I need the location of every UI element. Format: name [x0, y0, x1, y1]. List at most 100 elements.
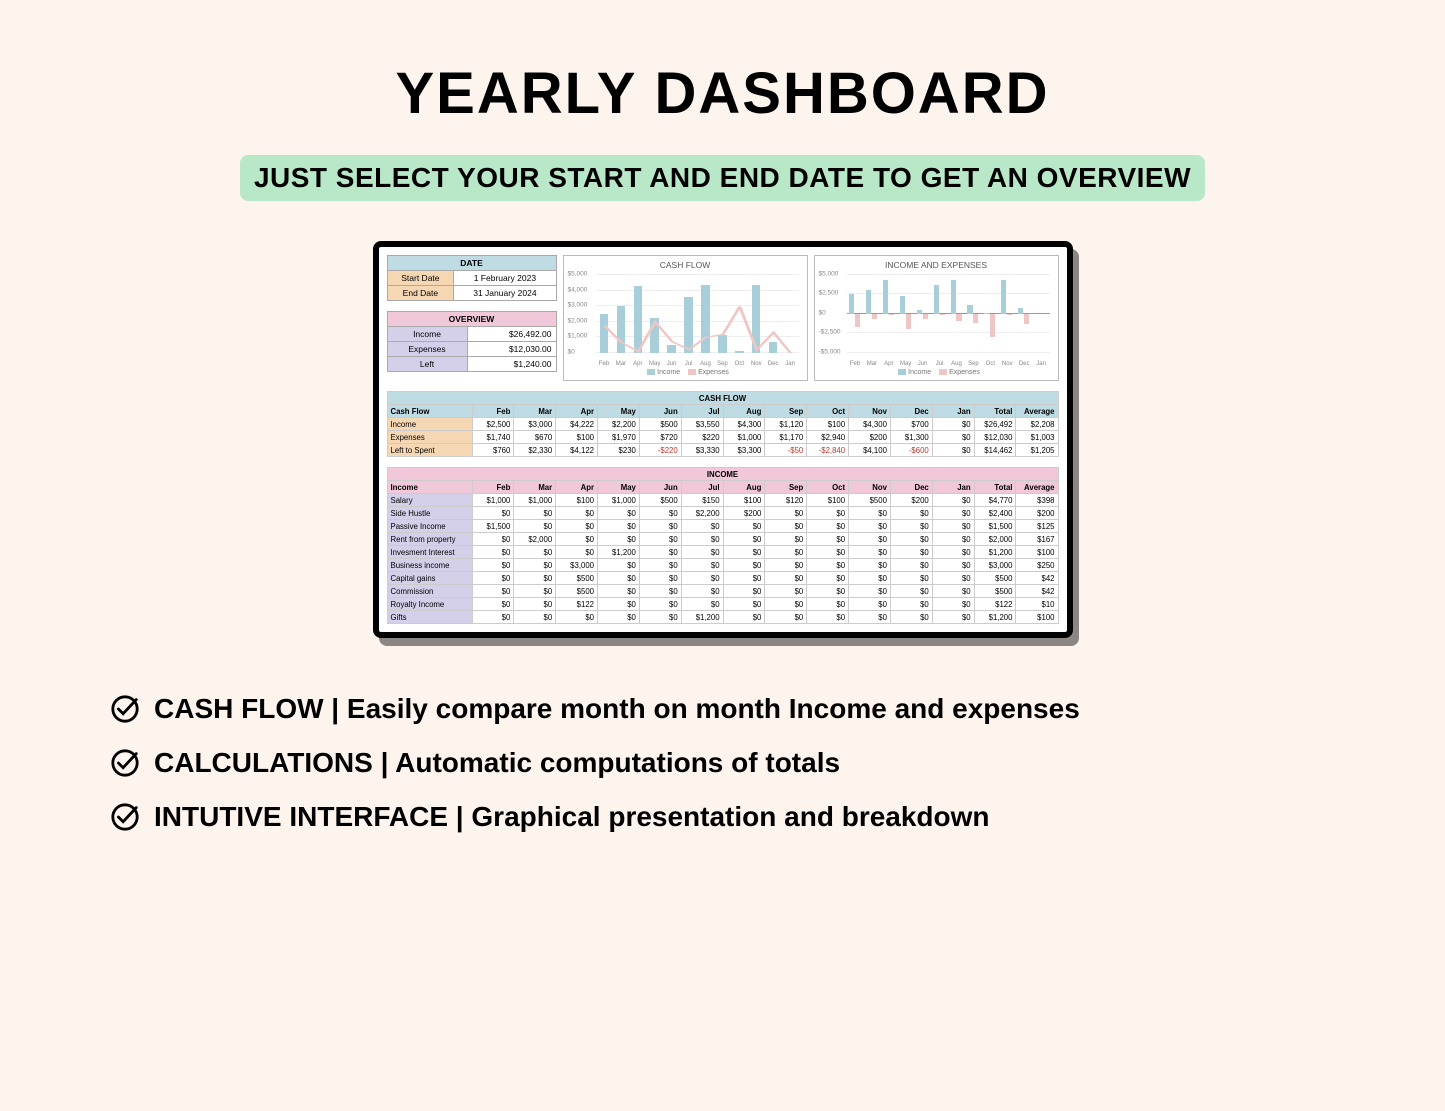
col-header: Apr — [556, 405, 598, 418]
table-cell: $0 — [932, 559, 974, 572]
feature-bullet: CALCULATIONS | Automatic computations of… — [110, 747, 1365, 779]
table-cell: $0 — [598, 598, 640, 611]
x-label: Jul — [680, 361, 697, 367]
col-header: Total — [974, 405, 1016, 418]
chart-legend: Income Expenses — [819, 369, 1054, 376]
table-cell: $0 — [890, 611, 932, 624]
table-cell: $3,000 — [556, 559, 598, 572]
date-value[interactable]: 31 January 2024 — [454, 286, 556, 301]
table-cell: $0 — [932, 507, 974, 520]
col-header: Jul — [681, 405, 723, 418]
table-cell: $42 — [1016, 572, 1058, 585]
x-label: May — [897, 361, 914, 367]
table-cell: $0 — [639, 507, 681, 520]
x-label: Jun — [663, 361, 680, 367]
date-header: DATE — [387, 256, 556, 271]
table-cell: $0 — [807, 507, 849, 520]
col-header: Dec — [890, 405, 932, 418]
income-bar — [883, 280, 888, 313]
table-cell: $0 — [807, 546, 849, 559]
table-cell: $120 — [765, 494, 807, 507]
table-cell: -$2,840 — [807, 444, 849, 457]
col-header: Jul — [681, 481, 723, 494]
table-cell: $0 — [849, 507, 891, 520]
x-label: May — [646, 361, 663, 367]
col-header: Income — [387, 481, 472, 494]
expense-bar — [923, 314, 928, 320]
income-bar — [1001, 280, 1006, 314]
table-cell: $500 — [639, 494, 681, 507]
overview-value: $12,030.00 — [467, 342, 556, 357]
table-cell: $1,200 — [974, 546, 1016, 559]
table-cell: $0 — [639, 611, 681, 624]
table-cell: $0 — [765, 598, 807, 611]
income-bar — [984, 313, 989, 314]
table-cell: $720 — [639, 431, 681, 444]
row-label: Business income — [387, 559, 472, 572]
check-icon — [110, 694, 140, 724]
x-label: Dec — [765, 361, 782, 367]
table-section-title: INCOME — [387, 468, 1058, 481]
table-cell: $0 — [472, 546, 514, 559]
table-cell: $10 — [1016, 598, 1058, 611]
col-header: Average — [1016, 405, 1058, 418]
table-cell: $14,462 — [974, 444, 1016, 457]
table-cell: $0 — [639, 520, 681, 533]
col-header: May — [598, 405, 640, 418]
row-label: Income — [387, 418, 472, 431]
table-cell: $2,940 — [807, 431, 849, 444]
table-cell: $0 — [598, 559, 640, 572]
table-cell: $0 — [556, 520, 598, 533]
table-cell: $500 — [639, 418, 681, 431]
table-cell: $3,000 — [974, 559, 1016, 572]
table-cell: $0 — [807, 611, 849, 624]
table-cell: $0 — [472, 572, 514, 585]
x-label: Jul — [931, 361, 948, 367]
table-section-title: CASH FLOW — [387, 392, 1058, 405]
col-header: May — [598, 481, 640, 494]
col-header: Sep — [765, 405, 807, 418]
table-cell: $2,000 — [974, 533, 1016, 546]
table-cell: $2,330 — [514, 444, 556, 457]
table-cell: $3,550 — [681, 418, 723, 431]
table-cell: $0 — [932, 546, 974, 559]
table-cell: $0 — [723, 533, 765, 546]
table-cell: $0 — [807, 598, 849, 611]
table-cell: $100 — [556, 431, 598, 444]
col-header: Oct — [807, 405, 849, 418]
table-cell: $1,000 — [723, 431, 765, 444]
table-cell: $4,300 — [849, 418, 891, 431]
income-bar — [900, 296, 905, 313]
date-value[interactable]: 1 February 2023 — [454, 271, 556, 286]
income-bar — [967, 305, 972, 314]
table-cell: $0 — [849, 546, 891, 559]
table-cell: $0 — [890, 520, 932, 533]
subtitle-highlight: JUST SELECT YOUR START AND END DATE TO G… — [240, 155, 1205, 201]
table-cell: $200 — [723, 507, 765, 520]
table-cell: $0 — [890, 533, 932, 546]
table-cell: $0 — [807, 533, 849, 546]
table-cell: $500 — [974, 572, 1016, 585]
x-label: Jan — [782, 361, 799, 367]
table-cell: $42 — [1016, 585, 1058, 598]
row-label: Expenses — [387, 431, 472, 444]
income-bar — [849, 294, 854, 314]
expense-bar — [940, 314, 945, 316]
col-header: Total — [974, 481, 1016, 494]
table-cell: $0 — [849, 611, 891, 624]
table-cell: $0 — [807, 585, 849, 598]
table-cell: $1,205 — [1016, 444, 1058, 457]
table-cell: -$220 — [639, 444, 681, 457]
table-cell: $2,200 — [681, 507, 723, 520]
row-label: Side Hustle — [387, 507, 472, 520]
table-cell: $1,003 — [1016, 431, 1058, 444]
table-cell: $3,000 — [514, 418, 556, 431]
x-label: Nov — [999, 361, 1016, 367]
table-cell: $0 — [472, 598, 514, 611]
cashflow-table: CASH FLOWCash FlowFebMarAprMayJunJulAugS… — [387, 391, 1059, 457]
expense-bar — [906, 314, 911, 330]
table-cell: $0 — [681, 546, 723, 559]
table-cell: $0 — [639, 585, 681, 598]
x-label: Nov — [748, 361, 765, 367]
table-cell: $220 — [681, 431, 723, 444]
